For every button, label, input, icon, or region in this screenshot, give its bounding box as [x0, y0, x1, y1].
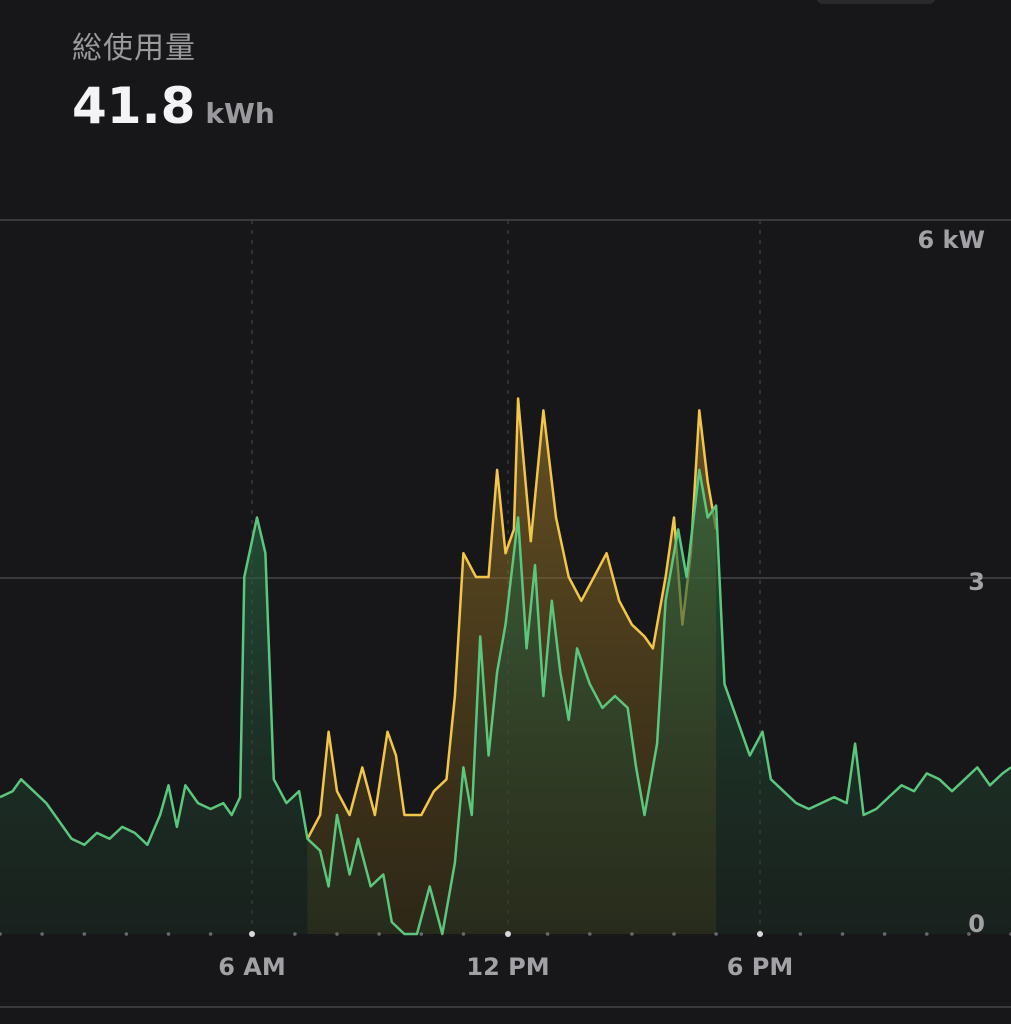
minor-hour-tick — [798, 932, 803, 936]
minor-hour-tick — [208, 932, 213, 936]
minor-hour-tick — [840, 932, 845, 936]
minor-hour-tick — [124, 932, 129, 936]
minor-hour-tick — [40, 932, 44, 936]
x-tick-label-6am: 6 AM — [218, 953, 286, 981]
consumption-series-line[interactable] — [0, 468, 1011, 936]
minor-hour-tick — [461, 932, 466, 936]
major-tick-dot-6am — [249, 931, 255, 937]
minor-hour-tick — [335, 932, 339, 936]
minor-hour-tick — [672, 932, 676, 936]
minor-hour-tick — [0, 932, 2, 936]
minor-hour-tick — [166, 932, 171, 936]
minor-hour-tick — [714, 932, 718, 936]
minor-hour-tick — [377, 932, 381, 936]
minor-hour-tick — [82, 932, 87, 936]
total-usage-row: 41.8 kWh — [72, 76, 275, 136]
minor-hour-tick — [630, 932, 634, 936]
total-usage-value: 41.8 — [72, 77, 196, 135]
x-tick-label-6pm: 6 PM — [727, 953, 794, 981]
major-tick-dot-6pm — [757, 931, 763, 937]
total-usage-label: 総使用量 — [72, 31, 196, 66]
minor-hour-tick — [588, 932, 592, 936]
x-tick-label-12pm: 12 PM — [466, 953, 549, 981]
y-tick-label-6kw: 6 kW — [918, 226, 986, 254]
major-tick-dot-12pm — [505, 931, 511, 937]
minor-hour-tick — [967, 932, 971, 936]
minor-hour-tick — [882, 932, 887, 936]
usage-summary: 総使用量 41.8 kWh — [72, 30, 275, 136]
top-segment-pill[interactable] — [816, 0, 936, 4]
minor-hour-tick — [419, 932, 424, 936]
minor-hour-tick — [925, 932, 929, 936]
y-tick-label-3: 3 — [968, 568, 985, 596]
consumption-series-area — [0, 469, 1011, 934]
y-tick-label-0: 0 — [968, 910, 985, 938]
minor-hour-tick — [293, 932, 297, 936]
solar-series-line[interactable] — [306, 397, 718, 840]
minor-hour-tick — [545, 932, 550, 936]
total-usage-unit: kWh — [205, 97, 275, 130]
